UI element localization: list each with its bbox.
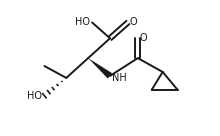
Text: O: O [130,17,138,27]
Text: O: O [140,33,147,43]
Text: HO: HO [28,91,42,101]
Polygon shape [88,58,112,79]
Text: NH: NH [112,73,127,83]
Text: HO: HO [75,17,90,27]
